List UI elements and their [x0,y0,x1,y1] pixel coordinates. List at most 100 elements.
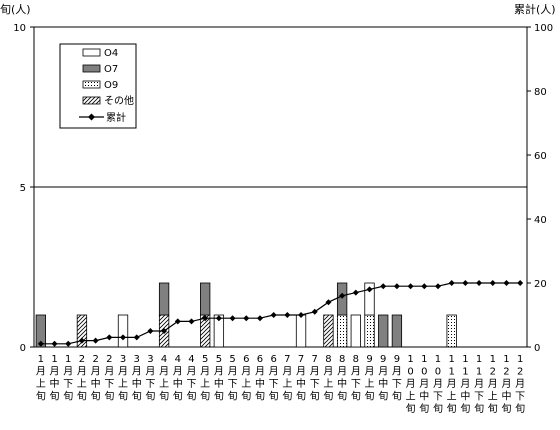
cumulative-point [421,283,428,290]
bar-segment [295,314,307,348]
x-tick-char: 6 [257,354,263,365]
x-tick-char: 1 [407,354,413,365]
cumulative-point [51,340,58,347]
bar-segment [364,314,375,348]
x-tick-char: 月 [310,366,320,378]
x-tick-char: 月 [460,378,470,390]
x-tick-char: 旬 [77,390,87,403]
x-tick-char: 5 [229,354,235,365]
x-tick-char: 2 [79,354,85,365]
x-tick-char: 下 [145,379,155,390]
x-tick-char: 1 [476,367,482,378]
x-tick-char: 上 [365,378,375,390]
x-tick-char: 3 [120,354,126,365]
x-tick-char: 月 [50,366,60,378]
x-tick-char: 月 [241,366,251,378]
x-tick-char: 下 [269,379,279,390]
x-tick-char: 旬 [474,402,484,415]
left-tick-label: 5 [20,183,26,194]
x-tick-char: 旬 [501,402,511,415]
cumulative-point [380,283,387,290]
cumulative-point [325,299,332,306]
cumulative-point [284,312,291,318]
cumulative-point [503,280,510,286]
x-tick-char: 4 [161,354,167,365]
x-tick-char: 旬 [447,402,457,415]
x-tick-char: 旬 [310,390,320,403]
legend-label-o4: O4 [104,48,118,59]
x-tick-char: 月 [447,378,457,390]
x-tick-char: 月 [214,366,224,378]
x-tick-char: 1 [435,354,441,365]
x-tick-char: 0 [435,367,441,378]
x-tick-char: 1 [51,354,57,365]
x-tick-char: 旬 [433,402,443,415]
right-tick-label: 60 [534,151,547,162]
x-tick-char: 上 [77,378,87,390]
x-tick-char: 7 [284,354,290,365]
x-tick-char: 上 [406,391,416,403]
cumulative-point [393,283,400,290]
left-tick-label: 10 [13,23,26,34]
x-tick-char: 月 [173,366,183,378]
x-tick-char: 月 [488,378,498,390]
x-tick-char: 月 [145,366,155,378]
x-tick-char: 旬 [241,390,251,403]
x-tick-char: 月 [282,366,292,378]
cumulative-point [133,334,140,341]
x-tick-char: 中 [91,377,101,390]
legend-item-o9: O9 [82,80,118,91]
cumulative-point [37,340,44,347]
x-tick-char: 1 [65,354,71,365]
x-tick-char: 旬 [104,390,114,403]
cumulative-point [489,280,496,286]
x-tick-char: 1 [448,367,454,378]
left-axis-label: 旬(人) [0,3,31,16]
x-tick-char: 月 [63,366,73,378]
x-tick-char: 下 [104,379,114,390]
bar-segment [336,314,348,348]
cumulative-point [65,340,72,347]
x-tick-char: 月 [378,366,388,378]
bar-segment [117,314,129,348]
x-tick-char: 旬 [351,390,361,403]
legend-label-other: その他 [104,94,134,107]
bar-segment [336,282,348,316]
x-tick-char: 旬 [269,390,279,403]
cumulative-point [78,337,85,344]
x-tick-char: 3 [147,354,153,365]
x-tick-char: 中 [460,390,470,403]
cumulative-point [311,308,318,315]
x-tick-char: 中 [214,377,224,390]
x-tick-char: 5 [202,354,208,365]
x-tick-char: 上 [282,378,292,390]
x-tick-char: 旬 [392,390,402,403]
x-tick-char: 上 [488,391,498,403]
cumulative-point [188,318,195,325]
x-tick-char: 月 [419,378,429,390]
x-tick-char: 4 [188,354,194,365]
x-tick-char: 中 [378,377,388,390]
x-tick-char: 月 [296,366,306,378]
legend-item-o7: O7 [82,64,118,75]
legend: O4 O7 O9 その他 累計 [59,43,137,129]
right-tick-label: 100 [534,23,553,34]
x-tick-char: 0 [407,367,413,378]
